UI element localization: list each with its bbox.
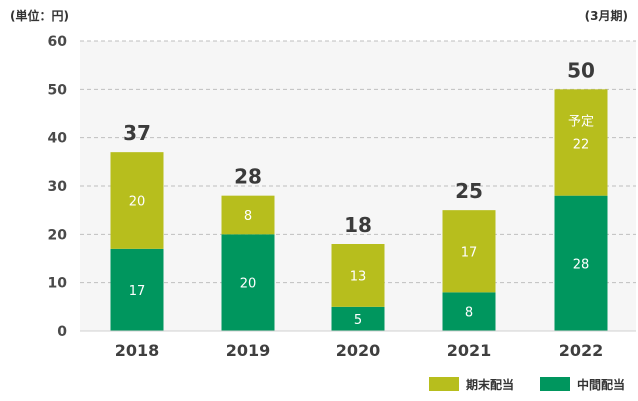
segment-value-label: 20 bbox=[129, 195, 146, 210]
bar-segment-final-2018 bbox=[110, 152, 164, 249]
bar-segment-final-2019 bbox=[221, 195, 275, 235]
total-label-2018: 37 bbox=[123, 121, 151, 145]
total-label-2022: 50 bbox=[567, 58, 595, 82]
bar-segment-final-2020 bbox=[331, 244, 385, 307]
labels: 17 20 37 20 8 28 5 13 18 8 17 25 28 予定 22 50 bbox=[123, 58, 595, 328]
bar-segment-interim-2018 bbox=[110, 248, 164, 331]
legend-label-final: 期末配当 bbox=[466, 377, 514, 392]
segment-value-label: 28 bbox=[573, 257, 590, 272]
segment-value-label: 17 bbox=[129, 284, 146, 299]
y-tick-label: 60 bbox=[48, 34, 68, 50]
segment-value-label: 8 bbox=[244, 209, 252, 224]
segment-value-label: 22 bbox=[573, 137, 590, 152]
x-tick-label: 2022 bbox=[559, 341, 604, 360]
bar-segment-interim-2021 bbox=[442, 292, 496, 331]
legend-swatch-interim bbox=[540, 377, 570, 391]
legend-label-interim: 中間配当 bbox=[577, 377, 625, 392]
segment-value-label: 5 bbox=[354, 313, 362, 328]
bar-segment-interim-2020 bbox=[331, 306, 385, 331]
period-label: (3月期) bbox=[585, 8, 628, 23]
legend: 期末配当 中間配当 bbox=[429, 377, 625, 392]
x-tick-label: 2018 bbox=[115, 341, 160, 360]
bars bbox=[110, 89, 608, 331]
bar-segment-interim-2019 bbox=[221, 234, 275, 331]
segment-value-label: 13 bbox=[350, 269, 367, 284]
segment-value-label: 17 bbox=[461, 245, 478, 260]
bar-segment-final-2022 bbox=[554, 89, 608, 196]
x-tick-label: 2021 bbox=[447, 341, 492, 360]
unit-label: (単位：円) bbox=[10, 8, 69, 23]
y-tick-label: 20 bbox=[48, 227, 68, 243]
y-tick-label: 30 bbox=[48, 179, 68, 195]
legend-swatch-final bbox=[429, 377, 459, 391]
total-label-2019: 28 bbox=[234, 165, 262, 189]
bar-segment-interim-2022 bbox=[554, 195, 608, 331]
total-label-2020: 18 bbox=[344, 213, 372, 237]
y-tick-label: 10 bbox=[48, 276, 68, 292]
x-tick-label: 2020 bbox=[336, 341, 381, 360]
y-tick-label: 50 bbox=[48, 82, 68, 98]
gridlines bbox=[80, 40, 636, 284]
total-label-2021: 25 bbox=[455, 179, 483, 203]
segment-value-label: 20 bbox=[240, 277, 257, 292]
y-tick-label: 40 bbox=[48, 131, 68, 147]
x-tick-label: 2019 bbox=[226, 341, 271, 360]
planned-note: 予定 bbox=[568, 114, 594, 129]
y-tick-label: 0 bbox=[57, 324, 67, 340]
segment-value-label: 8 bbox=[465, 306, 473, 321]
bar-segment-final-2021 bbox=[442, 210, 496, 293]
